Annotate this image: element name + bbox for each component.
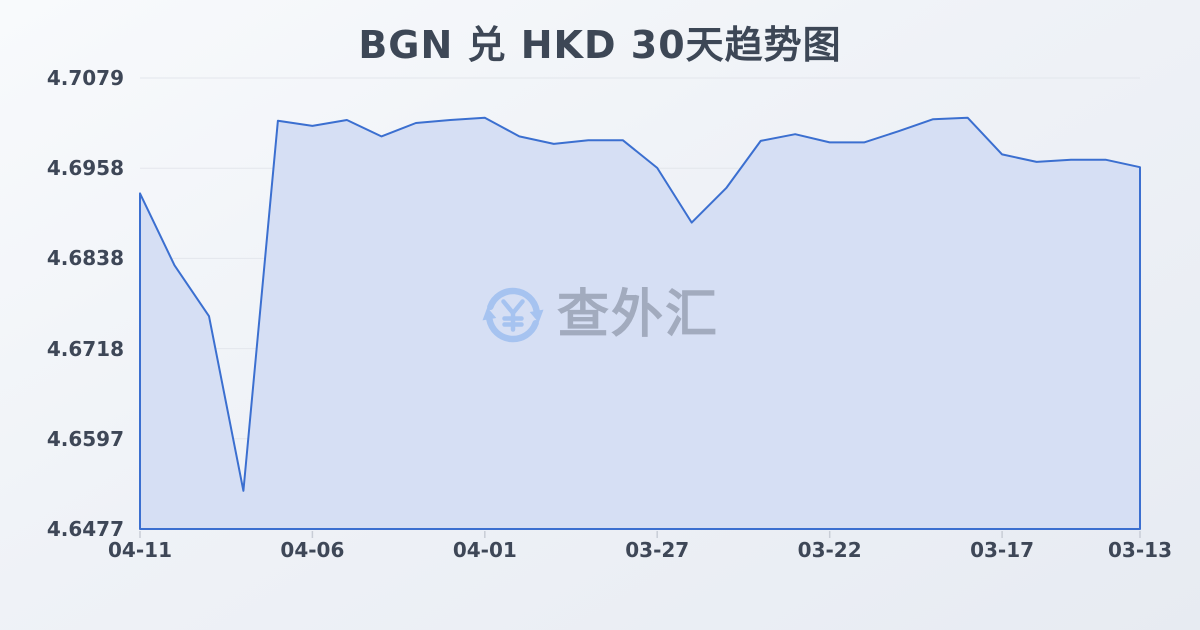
chart-title: BGN 兑 HKD 30天趋势图 bbox=[358, 23, 842, 67]
y-axis-label: 4.6718 bbox=[46, 336, 124, 361]
x-axis-label: 04-01 bbox=[452, 538, 517, 562]
x-axis-label: 03-13 bbox=[1108, 538, 1172, 562]
x-axis-label: 04-06 bbox=[280, 538, 345, 562]
y-axis-label: 4.7079 bbox=[46, 66, 124, 90]
x-axis-label: 03-27 bbox=[625, 538, 690, 562]
x-axis-label: 03-17 bbox=[970, 538, 1035, 562]
x-axis-label: 03-22 bbox=[797, 538, 862, 562]
y-axis-label: 4.6597 bbox=[46, 426, 124, 451]
y-axis-label: 4.6477 bbox=[46, 517, 124, 541]
y-axis-label: 4.6838 bbox=[46, 246, 124, 271]
x-axis-label: 04-11 bbox=[108, 538, 172, 562]
y-axis-label: 4.6958 bbox=[46, 156, 124, 181]
